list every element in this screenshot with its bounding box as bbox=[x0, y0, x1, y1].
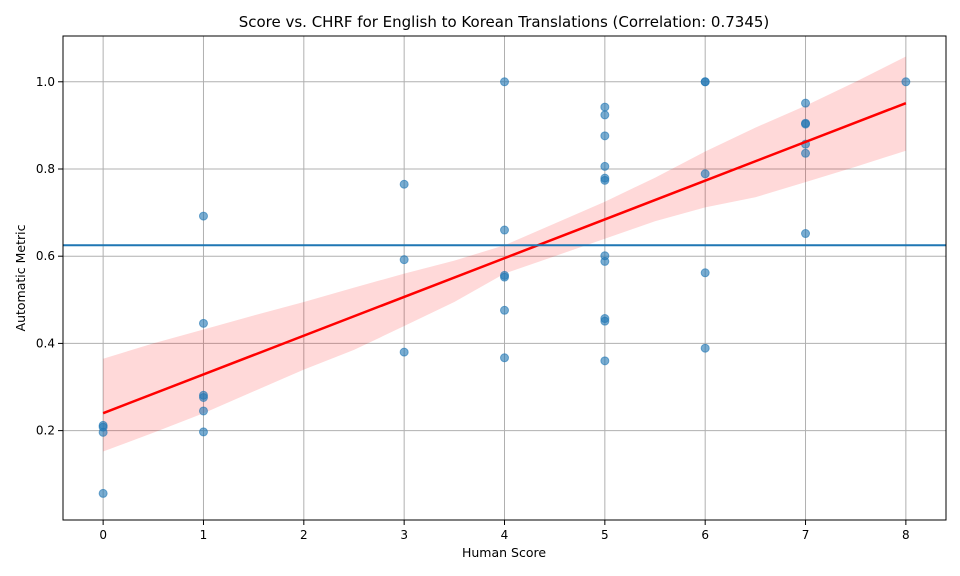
data-point bbox=[198, 406, 208, 416]
x-tick-label: 8 bbox=[902, 528, 910, 542]
data-point bbox=[600, 175, 610, 185]
x-tick-label: 6 bbox=[701, 528, 709, 542]
data-point bbox=[500, 305, 509, 315]
data-point bbox=[198, 392, 208, 402]
data-point bbox=[399, 347, 409, 357]
data-point bbox=[399, 179, 409, 189]
data-point bbox=[500, 272, 509, 282]
data-point bbox=[600, 102, 610, 112]
data-point bbox=[700, 169, 710, 179]
data-point bbox=[600, 256, 610, 266]
data-point bbox=[600, 161, 610, 171]
data-point bbox=[198, 318, 208, 328]
data-point bbox=[98, 427, 108, 437]
axis-ticks: 0 1 2 3 4 5 6 7 8 0.2 0.4 0.6 0.8 1.0 bbox=[36, 75, 910, 542]
data-point bbox=[500, 225, 509, 235]
data-point bbox=[700, 343, 710, 353]
data-points bbox=[98, 77, 911, 498]
data-point bbox=[98, 488, 108, 498]
x-tick-label: 7 bbox=[802, 528, 810, 542]
data-point bbox=[600, 110, 610, 120]
confidence-band-layer bbox=[103, 56, 906, 452]
data-point bbox=[198, 211, 208, 221]
data-point bbox=[600, 356, 610, 366]
data-point bbox=[198, 427, 208, 437]
y-axis-label: Automatic Metric bbox=[13, 224, 28, 331]
data-point bbox=[700, 77, 710, 87]
data-point bbox=[801, 98, 811, 108]
data-point bbox=[399, 255, 409, 265]
x-tick-label: 5 bbox=[601, 528, 609, 542]
x-tick-label: 1 bbox=[200, 528, 208, 542]
x-tick-label: 2 bbox=[300, 528, 308, 542]
y-tick-label: 0.2 bbox=[36, 424, 55, 438]
data-point bbox=[801, 148, 811, 158]
x-tick-label: 3 bbox=[400, 528, 408, 542]
y-tick-label: 1.0 bbox=[36, 75, 55, 89]
data-point bbox=[801, 229, 811, 239]
confidence-band bbox=[103, 56, 906, 452]
x-tick-label: 4 bbox=[501, 528, 509, 542]
data-point bbox=[801, 119, 811, 129]
y-tick-label: 0.8 bbox=[36, 162, 55, 176]
regression-line bbox=[102, 101, 907, 415]
x-tick-label: 0 bbox=[99, 528, 107, 542]
data-point bbox=[600, 131, 610, 141]
data-point bbox=[901, 77, 911, 87]
y-tick-label: 0.6 bbox=[36, 249, 55, 263]
line-layer bbox=[63, 101, 946, 415]
data-point bbox=[600, 316, 610, 326]
y-tick-label: 0.4 bbox=[36, 336, 55, 350]
data-point bbox=[700, 268, 710, 278]
data-point bbox=[500, 77, 509, 87]
chart-title: Score vs. CHRF for English to Korean Tra… bbox=[239, 13, 770, 31]
data-point bbox=[500, 353, 509, 363]
x-axis-label: Human Score bbox=[462, 545, 546, 560]
